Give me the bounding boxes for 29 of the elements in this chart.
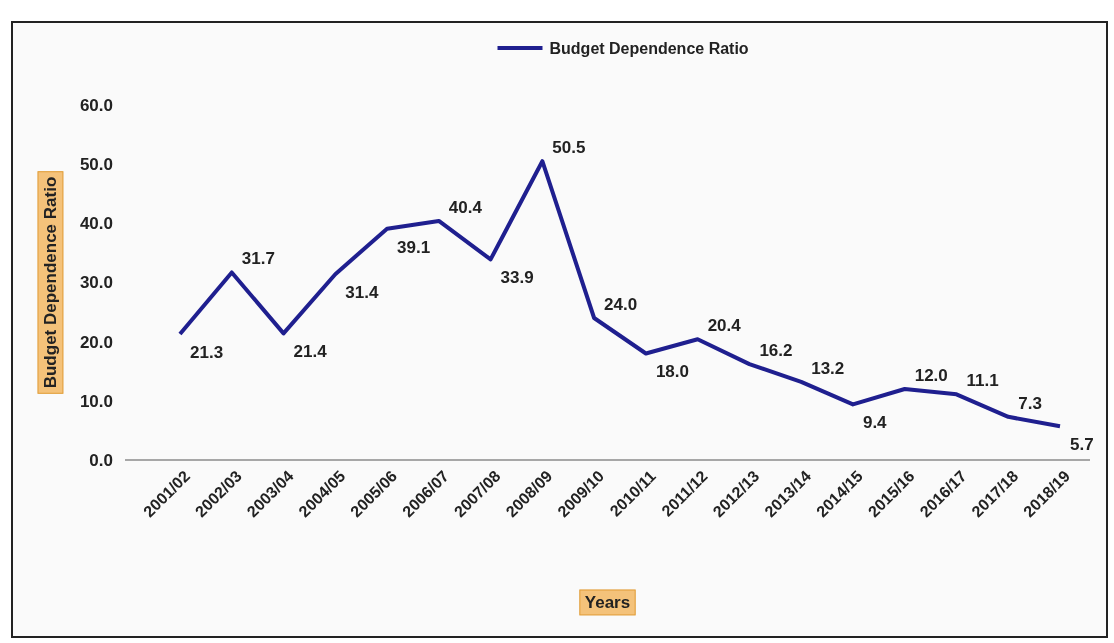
legend-label: Budget Dependence Ratio [549,39,749,57]
data-label: 11.1 [966,371,999,391]
y-tick-label: 0.0 [89,450,113,470]
data-label: 12.0 [914,365,948,385]
data-label: 16.2 [759,341,793,361]
data-label: 20.4 [707,316,742,336]
y-tick-label: 30.0 [79,273,113,293]
data-label: 7.3 [1018,393,1042,413]
data-label: 9.4 [862,413,888,433]
data-label: 24.0 [604,294,638,314]
y-axis-title: Budget Dependence Ratio [40,176,60,389]
y-tick-label: 10.0 [79,391,113,411]
data-label: 21.4 [293,342,328,362]
data-label: 31.4 [345,283,379,303]
data-label: 33.9 [500,268,534,288]
data-label: 5.7 [1070,435,1094,455]
y-tick-label: 60.0 [79,95,113,115]
data-label: 21.3 [190,342,224,362]
data-label: 13.2 [811,358,845,378]
x-axis-title: Years [584,592,631,612]
y-tick-label: 50.0 [79,155,113,175]
data-label: 31.7 [241,249,275,269]
line-series [178,159,1062,429]
data-label: 40.4 [448,197,483,217]
y-tick-label: 40.0 [79,214,113,234]
data-label: 50.5 [552,138,586,158]
y-tick-label: 20.0 [79,332,113,352]
data-label: 18.0 [655,362,689,382]
data-label: 39.1 [397,237,431,257]
